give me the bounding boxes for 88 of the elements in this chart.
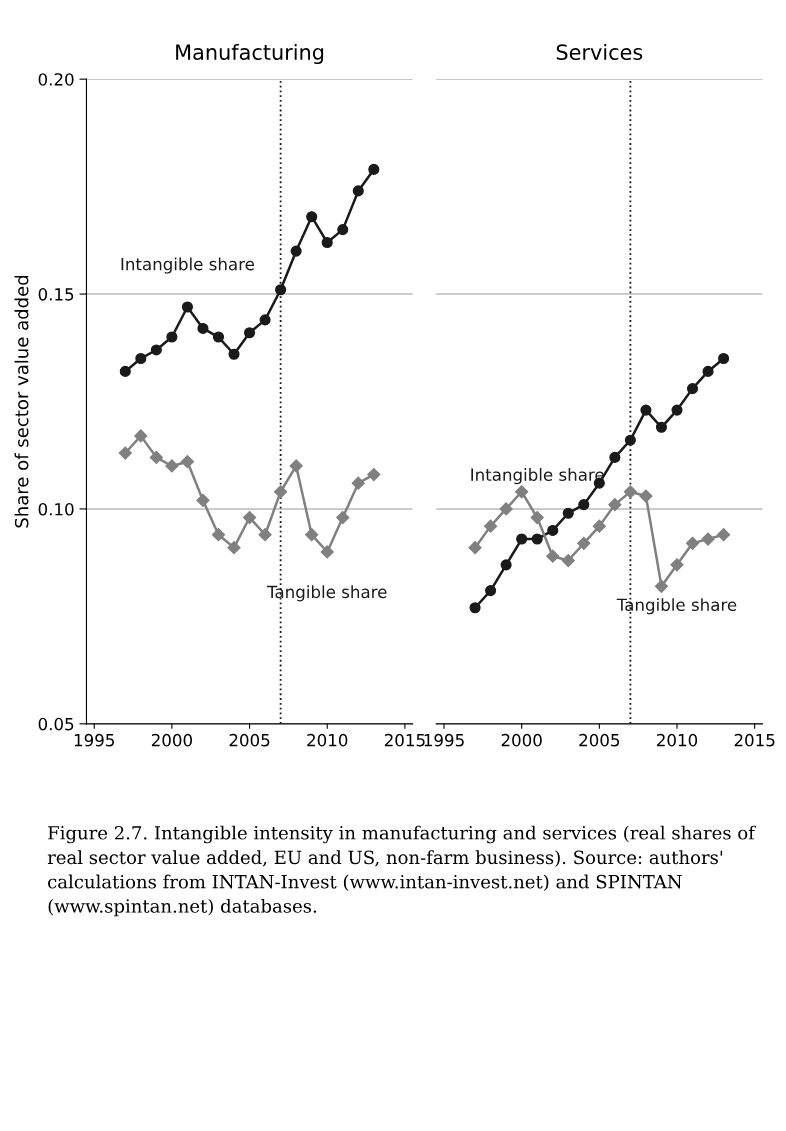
point [639, 489, 653, 503]
point [609, 451, 621, 463]
point [485, 585, 497, 597]
y-tick-label: 0.05 [38, 717, 74, 731]
point [623, 485, 637, 499]
point [562, 507, 574, 519]
point [243, 327, 256, 339]
point [181, 301, 193, 313]
point [577, 536, 591, 550]
point [578, 499, 590, 511]
y-axis-title: Share of sector value added [14, 275, 29, 528]
point [321, 236, 333, 249]
point [212, 331, 225, 343]
point [149, 450, 163, 464]
x-tick-label: 2010 [657, 733, 698, 747]
point [671, 404, 683, 416]
point [516, 533, 528, 545]
point [608, 498, 622, 512]
x-tick-label: 2015 [734, 733, 775, 747]
point [305, 528, 319, 542]
point [701, 532, 715, 546]
point [468, 541, 482, 555]
point [640, 404, 652, 416]
point [306, 211, 318, 223]
chart-title: Manufacturing [176, 43, 324, 65]
x-tick-label: 2005 [579, 733, 620, 747]
point [119, 365, 131, 377]
point [336, 510, 350, 525]
point [197, 322, 209, 334]
point [259, 314, 271, 326]
point [469, 602, 481, 614]
point [134, 429, 148, 443]
x-tick-label: 2015 [384, 733, 425, 747]
point [166, 331, 178, 343]
point [718, 352, 730, 365]
x-tick-label: 1995 [74, 733, 114, 747]
point [352, 185, 364, 197]
point [290, 245, 302, 257]
point [624, 434, 636, 446]
point [515, 485, 529, 499]
point [227, 541, 241, 555]
x-tick-label: 2000 [501, 733, 542, 747]
x-tick-label: 1995 [424, 733, 464, 747]
point [530, 510, 544, 525]
point [670, 558, 684, 572]
point [165, 459, 179, 473]
point [289, 459, 303, 473]
y-tick-label: 0.10 [38, 502, 74, 516]
point [337, 224, 349, 236]
point [654, 579, 669, 593]
x-tick-label: 2010 [307, 733, 348, 747]
point [320, 545, 334, 559]
point [592, 519, 606, 533]
point [258, 528, 272, 542]
point [499, 502, 513, 516]
point [242, 510, 257, 525]
point [228, 348, 240, 360]
point [531, 533, 543, 545]
point [150, 344, 162, 356]
point [211, 528, 226, 542]
point [135, 352, 147, 365]
point [702, 365, 714, 377]
chart-title: Services [556, 43, 643, 61]
point [686, 383, 699, 395]
caption: Figure 2.7. Intangible intensity in manufacturing and services (real shares of real sector value added, EU and US, non-farm business). Source: authors' calculations from INTAN-Invest (www.intan-invest.net) and SPINTAN (www.spintan.net) databases. [47, 825, 756, 917]
series-label: Tangible share [616, 598, 737, 615]
point [118, 446, 132, 460]
point [196, 493, 210, 507]
point [716, 528, 731, 542]
point [180, 455, 195, 469]
point [367, 467, 381, 482]
series-label: Intangible share [121, 257, 255, 274]
point [547, 524, 559, 536]
point [655, 421, 668, 433]
point [500, 559, 512, 571]
text: Tangible share [266, 585, 387, 602]
x-tick-label: 2000 [151, 733, 192, 747]
point [351, 476, 365, 490]
point [274, 485, 288, 499]
point [685, 536, 700, 550]
point [561, 553, 575, 568]
point [275, 284, 287, 296]
x-tick-label: 2005 [229, 733, 270, 747]
point [546, 549, 560, 563]
y-tick-label: 0.15 [38, 288, 74, 301]
point [368, 163, 380, 175]
y-tick-label: 0.20 [38, 73, 74, 86]
point [484, 519, 498, 533]
